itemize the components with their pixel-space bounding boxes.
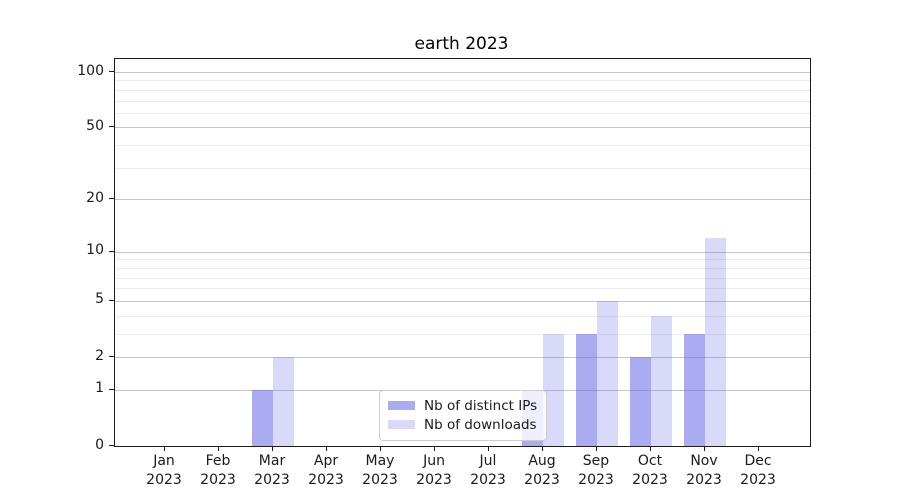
- x-tick-label-apr: Apr 2023: [308, 453, 344, 488]
- x-tick-mark-sep: [596, 446, 597, 451]
- y-tick-mark-50: [109, 126, 114, 128]
- x-tick-label-jan: Jan 2023: [146, 453, 182, 488]
- y-tick-mark-100: [109, 71, 114, 72]
- y-tick-label-0: 0: [95, 436, 104, 453]
- legend-label: Nb of distinct IPs: [424, 397, 538, 414]
- chart-title: earth 2023: [414, 34, 509, 54]
- bar-ips-nov: [684, 333, 705, 446]
- x-tick-label-jul: Jul 2023: [470, 453, 506, 488]
- gridline-6: [115, 288, 810, 290]
- bar-downloads-aug: [543, 333, 564, 446]
- bars-layer: [115, 59, 810, 446]
- gridline-50: [115, 127, 810, 129]
- x-tick-label-oct: Oct 2023: [632, 453, 668, 488]
- x-tick-mark-nov: [704, 446, 705, 451]
- gridline-30: [115, 167, 810, 169]
- x-tick-mark-jan: [164, 446, 165, 451]
- bar-downloads-nov: [705, 238, 726, 446]
- gridline-7: [115, 277, 810, 279]
- gridline-20: [115, 199, 810, 201]
- x-tick-mark-jul: [488, 446, 489, 451]
- x-tick-mark-oct: [650, 446, 651, 451]
- x-tick-label-feb: Feb 2023: [200, 453, 236, 488]
- legend-item: Nb of distinct IPs: [388, 396, 538, 415]
- gridline-80: [115, 89, 810, 91]
- y-tick-label-10: 10: [86, 242, 104, 259]
- x-tick-mark-may: [380, 446, 381, 451]
- y-tick-label-5: 5: [95, 291, 104, 308]
- bar-ips-sep: [576, 333, 597, 446]
- gridline-90: [115, 80, 810, 82]
- gridline-100: [115, 72, 810, 73]
- x-tick-mark-mar: [272, 446, 273, 451]
- bar-ips-oct: [630, 357, 651, 446]
- y-tick-mark-5: [109, 299, 114, 301]
- gridline-3: [115, 333, 810, 335]
- legend-swatch-icon: [388, 420, 415, 429]
- gridline-5: [115, 300, 810, 302]
- bar-downloads-oct: [651, 315, 672, 446]
- x-tick-label-sep: Sep 2023: [578, 453, 614, 488]
- x-tick-mark-dec: [758, 446, 759, 451]
- y-tick-label-2: 2: [95, 347, 104, 364]
- legend-label: Nb of downloads: [424, 416, 537, 433]
- gridline-9: [115, 259, 810, 261]
- x-tick-label-jun: Jun 2023: [416, 453, 452, 488]
- gridline-8: [115, 267, 810, 269]
- x-tick-mark-jun: [434, 446, 435, 451]
- x-tick-label-mar: Mar 2023: [254, 453, 290, 488]
- gridline-4: [115, 315, 810, 317]
- x-tick-mark-apr: [326, 446, 327, 451]
- bar-ips-mar: [252, 389, 273, 446]
- plot-area: Nb of distinct IPs Nb of downloads: [114, 58, 811, 447]
- y-tick-mark-1: [109, 388, 114, 390]
- gridline-40: [115, 145, 810, 147]
- legend-item: Nb of downloads: [388, 415, 538, 434]
- legend-swatch-icon: [388, 401, 415, 410]
- y-tick-mark-10: [109, 250, 114, 252]
- gridline-60: [115, 112, 810, 114]
- y-tick-label-1: 1: [95, 380, 104, 397]
- x-tick-label-may: May 2023: [362, 453, 398, 488]
- gridline-2: [115, 357, 810, 358]
- y-tick-mark-0: [109, 445, 114, 446]
- y-tick-label-100: 100: [77, 62, 104, 79]
- x-tick-mark-aug: [542, 446, 543, 451]
- bar-downloads-mar: [273, 357, 294, 446]
- y-tick-mark-2: [109, 356, 114, 357]
- gridline-10: [115, 251, 810, 253]
- x-tick-label-dec: Dec 2023: [740, 453, 776, 488]
- x-tick-label-aug: Aug 2023: [524, 453, 560, 488]
- bar-downloads-sep: [597, 300, 618, 446]
- y-tick-mark-20: [109, 198, 114, 200]
- x-tick-mark-feb: [218, 446, 219, 451]
- y-tick-label-20: 20: [86, 189, 104, 206]
- legend: Nb of distinct IPs Nb of downloads: [379, 390, 547, 441]
- gridline-70: [115, 100, 810, 102]
- y-tick-label-50: 50: [86, 117, 104, 134]
- x-tick-label-nov: Nov 2023: [686, 453, 722, 488]
